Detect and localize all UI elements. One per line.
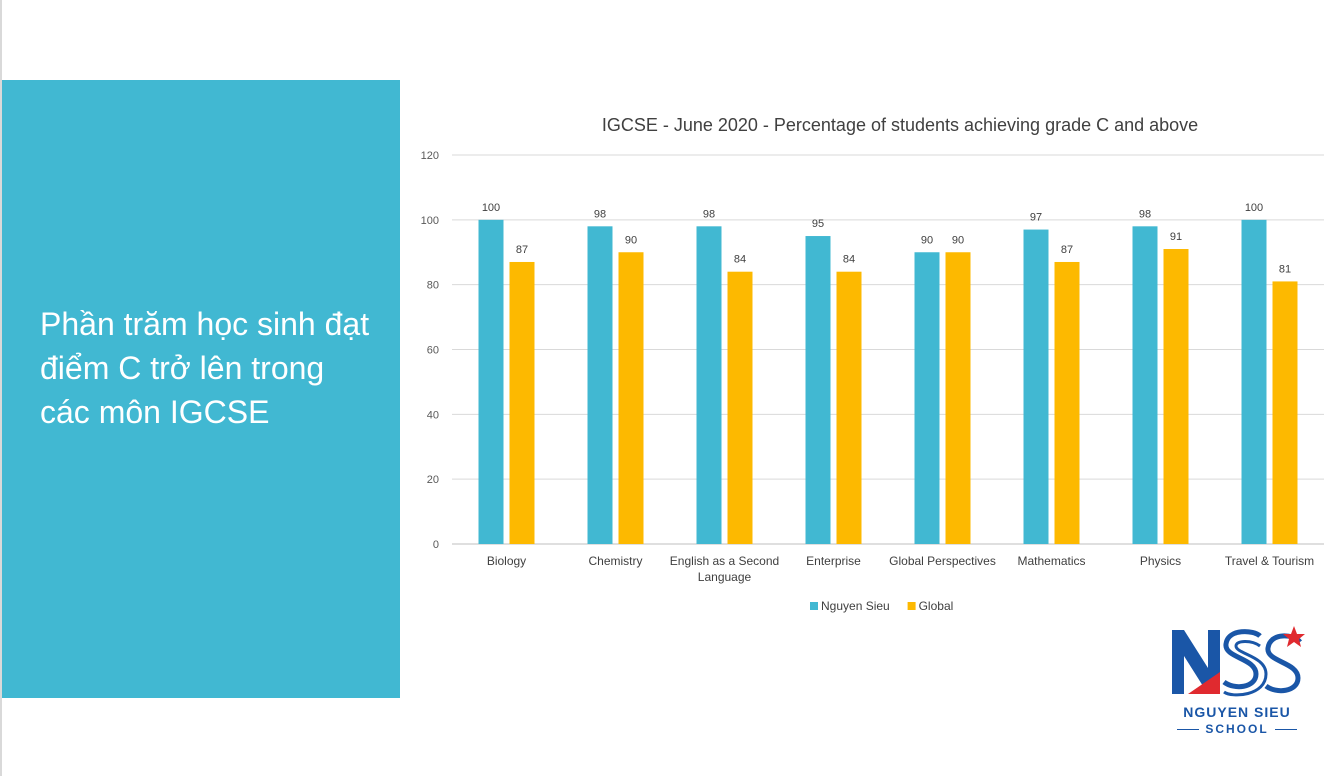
bar — [1272, 281, 1298, 544]
bar — [1132, 226, 1158, 545]
bar — [914, 252, 940, 544]
slide-left-border — [0, 0, 2, 776]
bar — [945, 252, 971, 544]
y-tick-label: 100 — [421, 215, 439, 227]
data-label: 98 — [594, 208, 606, 220]
y-tick-label: 20 — [427, 474, 439, 486]
x-tick-label: Enterprise — [806, 554, 861, 568]
logo-subtitle: SCHOOL — [1162, 722, 1312, 736]
data-label: 98 — [703, 208, 715, 220]
x-tick-label: English as a Second — [670, 554, 779, 568]
bar — [1054, 261, 1080, 544]
chart-title: IGCSE - June 2020 - Percentage of studen… — [602, 115, 1198, 135]
data-label: 84 — [734, 254, 746, 266]
bar — [836, 271, 862, 544]
data-label: 90 — [952, 234, 964, 246]
logo-sub-text: SCHOOL — [1205, 722, 1269, 736]
data-label: 90 — [921, 234, 933, 246]
bar — [1163, 249, 1189, 544]
bar — [805, 236, 831, 544]
data-label: 84 — [843, 254, 855, 266]
data-label: 95 — [812, 218, 824, 230]
y-tick-label: 60 — [427, 345, 439, 357]
x-tick-label: Travel & Tourism — [1225, 554, 1314, 568]
y-tick-label: 0 — [433, 539, 439, 551]
x-tick-label: Chemistry — [588, 554, 642, 568]
y-tick-label: 40 — [427, 409, 439, 421]
bar — [618, 252, 644, 544]
data-label: 98 — [1139, 208, 1151, 220]
data-label: 87 — [1061, 244, 1073, 256]
data-label: 100 — [1245, 202, 1263, 214]
data-label: 87 — [516, 244, 528, 256]
bar — [696, 226, 722, 545]
bar — [587, 226, 613, 545]
bar — [727, 271, 753, 544]
x-tick-label: Language — [698, 570, 752, 584]
bar — [478, 219, 504, 545]
data-label: 97 — [1030, 212, 1042, 224]
bar — [509, 261, 535, 544]
data-label: 90 — [625, 234, 637, 246]
slide-heading: Phần trăm học sinh đạt điểm C trở lên tr… — [40, 306, 370, 430]
x-tick-label: Physics — [1140, 554, 1181, 568]
side-panel — [2, 80, 400, 698]
x-tick-label: Biology — [487, 554, 526, 568]
x-tick-label: Mathematics — [1017, 554, 1085, 568]
legend-swatch — [810, 602, 818, 610]
legend-label: Global — [919, 599, 954, 613]
data-label: 81 — [1279, 263, 1291, 275]
data-label: 91 — [1170, 231, 1182, 243]
y-tick-label: 120 — [421, 150, 439, 162]
data-label: 100 — [482, 202, 500, 214]
y-tick-label: 80 — [427, 280, 439, 292]
bar — [1241, 219, 1267, 545]
legend-label: Nguyen Sieu — [821, 599, 890, 613]
logo-name: NGUYEN SIEU — [1183, 704, 1291, 720]
bar — [1023, 229, 1049, 544]
legend-swatch — [907, 602, 916, 610]
nss-logo-icon — [1172, 626, 1305, 697]
x-tick-label: Global Perspectives — [889, 554, 996, 568]
